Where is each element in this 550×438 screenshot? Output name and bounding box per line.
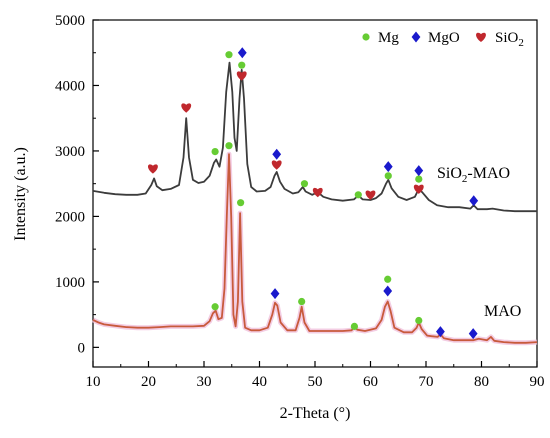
legend: Mg MgO SiO2 bbox=[362, 30, 524, 49]
x-tick-label: 60 bbox=[363, 374, 378, 390]
mgo-marker bbox=[383, 161, 393, 173]
mg-marker bbox=[225, 142, 233, 150]
mg-marker bbox=[298, 297, 306, 306]
x-tick-label: 40 bbox=[252, 374, 267, 390]
mgo-marker bbox=[270, 288, 280, 300]
mg-marker bbox=[350, 322, 359, 331]
y-axis-title: Intensity (a.u.) bbox=[12, 147, 29, 241]
series-label-sio2-mao: SiO2-MAO bbox=[437, 165, 510, 185]
x-axis-ticks: 10 20 30 40 50 60 70 80 90 bbox=[86, 361, 545, 390]
mgo-marker bbox=[469, 195, 479, 207]
y-tick-label: 4000 bbox=[55, 78, 85, 94]
series-label-sio2-mao-tail: -MAO bbox=[467, 165, 510, 182]
mg-marker bbox=[415, 316, 423, 325]
legend-label-mgo: MgO bbox=[428, 30, 460, 46]
legend-label-mg: Mg bbox=[378, 30, 399, 46]
mg-marker bbox=[225, 51, 233, 59]
mg-marker bbox=[237, 199, 245, 207]
sio2-marker bbox=[271, 160, 282, 170]
x-tick-label: 80 bbox=[474, 374, 489, 390]
y-tick-label: 2000 bbox=[55, 209, 85, 225]
series-line-mao bbox=[92, 153, 538, 344]
mgo-marker bbox=[436, 326, 445, 338]
mgo-marker bbox=[383, 285, 393, 297]
legend-symbol-heart bbox=[476, 32, 486, 42]
series-line-mao-glow bbox=[91, 151, 538, 346]
y-tick-label: 0 bbox=[78, 340, 86, 356]
mg-marker bbox=[211, 147, 219, 156]
x-tick-label: 70 bbox=[419, 374, 434, 390]
mgo-marker bbox=[237, 47, 247, 59]
mg-marker bbox=[300, 180, 309, 188]
y-tick-label: 1000 bbox=[55, 275, 85, 291]
x-tick-label: 50 bbox=[308, 374, 323, 390]
mg-marker bbox=[415, 175, 423, 183]
mg-marker bbox=[384, 172, 392, 180]
sio2-marker bbox=[365, 190, 376, 200]
y-axis-ticks: 0 1000 2000 3000 4000 5000 bbox=[55, 13, 99, 356]
legend-label-sio2-sub: 2 bbox=[518, 37, 524, 49]
legend-symbol-circle bbox=[362, 33, 370, 41]
mg-marker bbox=[354, 191, 362, 199]
mg-marker bbox=[238, 61, 246, 69]
x-tick-label: 10 bbox=[86, 374, 101, 390]
series-label-sio2-mao-sub: 2 bbox=[462, 173, 468, 185]
sio2-marker bbox=[312, 187, 323, 198]
x-axis-title: 2-Theta (°) bbox=[280, 405, 351, 422]
legend-marker-mgo bbox=[411, 31, 421, 43]
sio2-marker bbox=[181, 103, 192, 113]
mg-marker bbox=[211, 303, 219, 311]
series-label-sio2-mao-main: SiO bbox=[437, 165, 462, 182]
x-tick-label: 90 bbox=[530, 374, 545, 390]
mgo-marker bbox=[272, 148, 282, 160]
y-tick-label: 3000 bbox=[55, 144, 85, 160]
series-label-mao: MAO bbox=[484, 303, 521, 320]
legend-symbol-diamond bbox=[411, 31, 421, 43]
sio2-marker bbox=[413, 184, 424, 194]
series-line-sio2-mao bbox=[92, 61, 537, 213]
mgo-marker bbox=[468, 328, 478, 340]
legend-label-sio2-main: SiO bbox=[495, 30, 519, 46]
legend-label-sio2: SiO2 bbox=[495, 30, 524, 49]
sio2-marker bbox=[148, 164, 158, 174]
mgo-marker bbox=[414, 165, 424, 177]
x-tick-label: 30 bbox=[197, 374, 212, 390]
mg-marker bbox=[384, 275, 392, 283]
x-tick-label: 20 bbox=[141, 374, 156, 390]
sio2-marker bbox=[236, 71, 247, 81]
series-layer bbox=[91, 61, 538, 346]
legend-marker-mg bbox=[362, 33, 370, 41]
y-tick-label: 5000 bbox=[55, 13, 85, 29]
marker-layer bbox=[148, 47, 479, 340]
legend-marker-sio2 bbox=[476, 32, 486, 42]
